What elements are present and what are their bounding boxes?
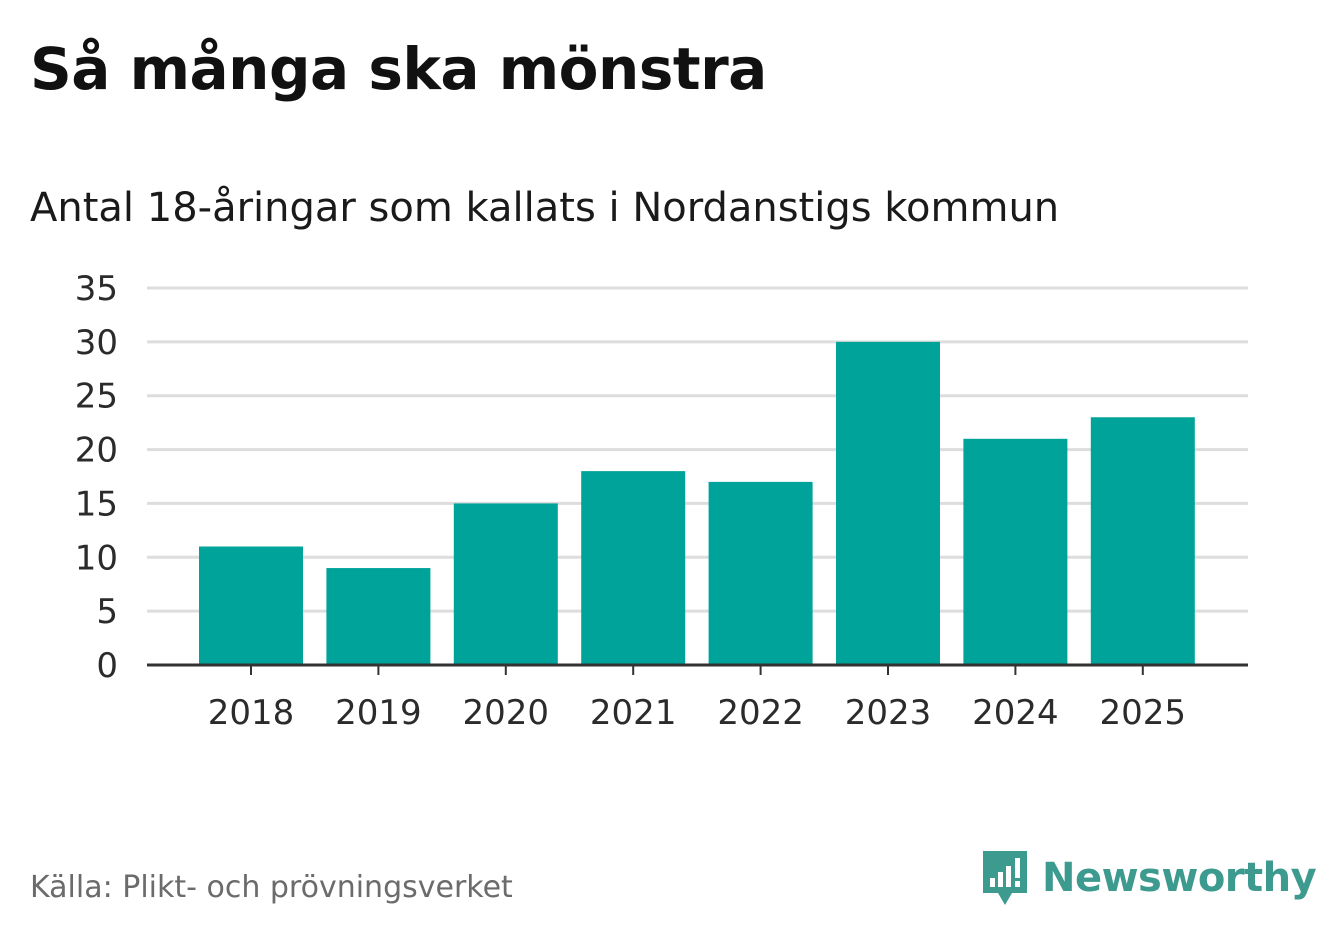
- bars: [199, 341, 1195, 665]
- x-tick-label: 2025: [1100, 693, 1187, 733]
- bar-2023: [836, 341, 940, 665]
- bar-2024: [963, 438, 1068, 665]
- y-axis-labels: 0 5 10 15 20 25 30 35: [75, 269, 118, 686]
- chart-subtitle: Antal 18-åringar som kallats i Nordansti…: [30, 185, 1060, 231]
- x-tick-label: 2020: [463, 693, 550, 733]
- x-tick-label: 2019: [335, 693, 422, 733]
- bar-2018: [199, 546, 303, 665]
- y-tick-label: 35: [75, 269, 118, 309]
- gridlines: [147, 286, 1248, 613]
- y-tick-label: 0: [96, 646, 118, 686]
- chart-title: Så många ska mönstra: [30, 35, 767, 103]
- source-note: Källa: Plikt- och prövningsverket: [30, 870, 513, 905]
- brand-name: Newsworthy: [1042, 855, 1317, 901]
- newsworthy-logo-icon: [983, 851, 1027, 905]
- x-tick-label: 2024: [972, 693, 1059, 733]
- y-tick-label: 20: [75, 431, 118, 471]
- bar-2019: [326, 568, 431, 665]
- x-tick-label: 2021: [590, 693, 677, 733]
- y-tick-label: 15: [75, 484, 118, 524]
- bar-2021: [581, 471, 686, 665]
- brand-logo: Newsworthy: [980, 848, 1317, 908]
- x-tick-label: 2018: [208, 693, 295, 733]
- bar-2020: [453, 503, 558, 665]
- y-tick-label: 5: [96, 592, 118, 632]
- x-tick-label: 2022: [717, 693, 804, 733]
- bar-2025: [1090, 417, 1195, 665]
- y-tick-label: 10: [75, 538, 118, 578]
- x-axis-labels: 2018 2019 2020 2021 2022 2023 2024 2025: [208, 693, 1186, 733]
- y-tick-label: 25: [75, 377, 118, 417]
- x-tick-label: 2023: [845, 693, 932, 733]
- y-tick-label: 30: [75, 323, 118, 363]
- bar-2022: [708, 481, 813, 665]
- x-axis: [147, 663, 1248, 675]
